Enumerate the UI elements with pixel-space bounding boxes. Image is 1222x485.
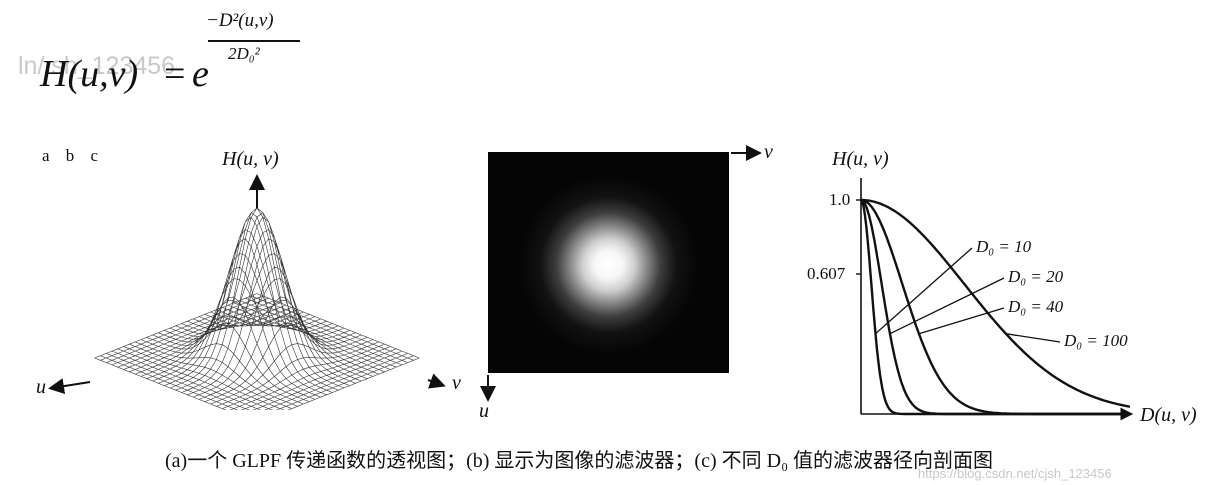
panel-c-ytick-1: 1.0	[829, 190, 851, 209]
watermark-bottom: https://blog.csdn.net/cjsh_123456	[918, 466, 1112, 481]
label-d0-10: D₀ = 10	[975, 237, 1032, 256]
figure-caption: (a)一个 GLPF 传递函数的透视图；(b) 显示为图像的滤波器；(c) 不同…	[165, 450, 994, 472]
axis-u-arrow	[48, 378, 91, 395]
panel-b-axes	[480, 145, 762, 402]
label-d0-100: D₀ = 100	[1063, 331, 1128, 350]
panel-c-curves	[860, 198, 1131, 416]
formula-fraction-bar	[208, 40, 300, 42]
panel-a-mesh-plot	[48, 174, 446, 410]
panel-a-axis-h: H(u, v)	[222, 148, 279, 170]
watermark-top: ln/ sh_123456	[18, 52, 176, 80]
panel-b-filter-image	[488, 152, 729, 373]
panel-c-chart: D₀ = 10 D₀ = 20 D₀ = 40 D₀ = 100	[856, 178, 1134, 421]
panel-c-axis-x: D(u, v)	[1140, 404, 1197, 426]
curve-d0-20	[860, 198, 1130, 416]
leader-d0-20	[889, 277, 1005, 335]
panel-labels: a b c	[42, 146, 105, 165]
axis-v-arrow	[427, 373, 446, 389]
formula-numerator: −D²(u,v)	[206, 10, 274, 31]
leader-d0-40	[918, 307, 1005, 335]
panel-c-series-labels: D₀ = 10 D₀ = 20 D₀ = 40 D₀ = 100	[975, 237, 1128, 350]
formula-lhs: H(u,v)	[40, 53, 139, 95]
panel-c-leaders	[875, 247, 1061, 343]
panel-b-axis-u: u	[479, 400, 489, 422]
gaussian-formula: H(u,v) = e −D²(u,v) 2D₀²	[40, 8, 340, 98]
label-d0-20: D₀ = 20	[1007, 267, 1064, 286]
curve-d0-100	[861, 198, 1131, 408]
panel-c-axis-y: H(u, v)	[832, 148, 889, 170]
gaussian-mesh-surface	[94, 207, 420, 410]
formula-equals: =	[164, 53, 186, 95]
panel-b-axis-v: v	[764, 141, 773, 163]
panel-a-axis-u: u	[36, 376, 46, 398]
label-d0-40: D₀ = 40	[1007, 297, 1064, 316]
leader-d0-10	[875, 247, 973, 335]
panel-a-axis-v: v	[452, 372, 461, 394]
mesh-lines	[94, 207, 420, 410]
curve-d0-40	[860, 198, 1130, 416]
leader-d0-100	[1005, 333, 1061, 343]
panel-c-ytick-0607: 0.607	[807, 264, 846, 283]
formula-base: e	[192, 53, 209, 95]
formula-denominator: 2D₀²	[228, 44, 260, 63]
